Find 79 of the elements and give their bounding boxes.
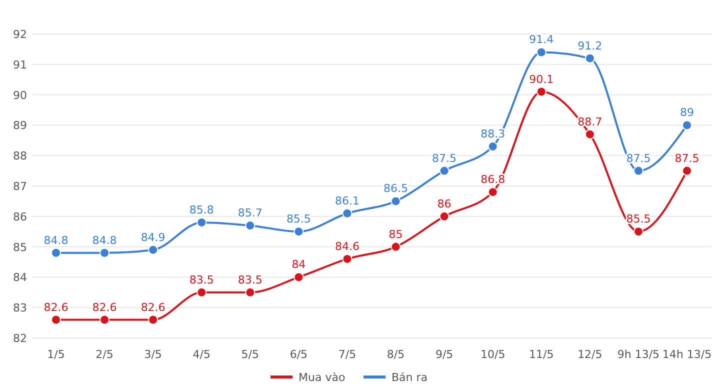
point — [584, 129, 595, 140]
data-label: 83.5 — [189, 273, 214, 286]
data-label: 84 — [292, 258, 306, 272]
data-label: 84.9 — [140, 230, 166, 244]
point — [488, 141, 498, 152]
data-label: 89 — [680, 106, 694, 120]
y-tick-label: 86 — [13, 210, 27, 224]
point — [245, 220, 256, 231]
x-tick-label: 6/5 — [290, 348, 308, 361]
data-label: 82.6 — [92, 300, 117, 314]
x-tick-label: 14h 13/5 — [662, 348, 712, 361]
point — [51, 314, 61, 325]
x-tick-label: 9/5 — [435, 348, 454, 361]
x-tick-label: 9h 13/5 — [617, 348, 660, 361]
data-label: 91.4 — [529, 33, 554, 46]
x-tick-label: 11/5 — [529, 348, 554, 361]
x-tick-label: 10/5 — [480, 348, 506, 361]
data-label: 82.6 — [44, 300, 68, 314]
data-label: 85.5 — [286, 212, 311, 226]
legend-label: Bán ra — [392, 371, 428, 384]
data-label: 86.1 — [334, 194, 360, 208]
point — [439, 211, 450, 222]
point — [51, 248, 61, 258]
x-tick-label: 7/5 — [338, 348, 356, 361]
data-label: 85.7 — [238, 206, 262, 220]
point — [342, 254, 352, 264]
y-tick-label: 87 — [13, 180, 27, 193]
data-label: 84.8 — [44, 234, 68, 247]
data-label: 91.2 — [578, 39, 602, 52]
data-label: 87.5 — [674, 152, 700, 165]
data-label: 85.5 — [626, 212, 651, 226]
data-label: 84.6 — [334, 240, 360, 253]
point — [100, 248, 110, 258]
y-tick-label: 90 — [13, 88, 27, 102]
data-label: 83.5 — [238, 273, 262, 286]
data-label: 90.1 — [529, 72, 554, 86]
y-tick-label: 88 — [13, 150, 27, 163]
point — [488, 187, 498, 198]
point — [536, 47, 546, 58]
data-label: 85.8 — [189, 203, 214, 216]
data-label: 86 — [437, 197, 452, 210]
point — [536, 86, 546, 97]
x-tick-label: 2/5 — [96, 348, 114, 361]
point — [245, 287, 256, 298]
data-label: 86.5 — [384, 182, 408, 196]
point — [682, 120, 692, 130]
point — [633, 226, 644, 237]
y-tick-label: 84 — [13, 271, 27, 284]
point — [100, 314, 110, 325]
point — [196, 287, 207, 298]
point — [682, 166, 692, 176]
data-label: 87.5 — [432, 152, 457, 165]
data-label: 85 — [388, 228, 403, 241]
point — [294, 272, 304, 282]
x-tick-label: 12/5 — [578, 348, 602, 361]
point — [633, 166, 644, 176]
x-tick-label: 1/5 — [47, 348, 65, 361]
x-tick-label: 3/5 — [144, 348, 162, 361]
legend-label: Mua vào — [298, 371, 346, 384]
point — [342, 208, 352, 218]
y-tick-label: 91 — [13, 58, 27, 72]
y-tick-label: 92 — [13, 28, 27, 41]
x-tick-label: 8/5 — [386, 348, 405, 361]
y-tick-label: 89 — [13, 119, 27, 132]
point — [390, 196, 401, 206]
data-label: 82.6 — [140, 300, 166, 314]
point — [439, 166, 450, 176]
x-tick-label: 5/5 — [241, 348, 260, 361]
point — [196, 217, 207, 228]
y-tick-label: 82 — [13, 332, 27, 345]
y-tick-label: 85 — [13, 240, 27, 254]
y-tick-label: 83 — [13, 302, 27, 315]
data-label: 84.8 — [92, 234, 117, 247]
point — [148, 314, 158, 325]
point — [584, 53, 595, 64]
point — [148, 244, 158, 255]
point — [294, 226, 304, 237]
x-tick-label: 4/5 — [192, 348, 210, 361]
point — [390, 242, 401, 252]
